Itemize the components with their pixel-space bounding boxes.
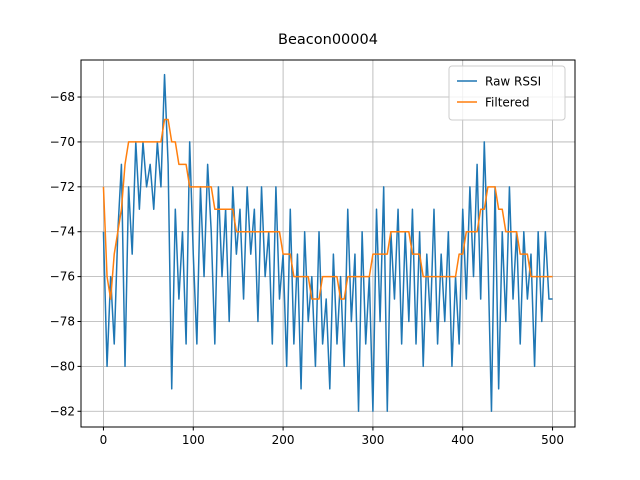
legend: Raw RSSI Filtered (448, 65, 566, 121)
chart-title: Beacon00004 (278, 32, 378, 48)
y-tick-label: −74 (50, 225, 75, 239)
x-tick-label: 0 (100, 433, 108, 447)
series-line (102, 118, 553, 300)
series-line (102, 73, 553, 413)
legend-label: Filtered (485, 96, 529, 110)
x-tick-label: 400 (451, 433, 474, 447)
legend-box (448, 65, 566, 121)
y-tick-label: −72 (50, 180, 75, 194)
x-tick-label: 100 (182, 433, 205, 447)
x-tick-label: 300 (361, 433, 384, 447)
axes-frame (80, 59, 576, 428)
x-tick-label: 200 (272, 433, 295, 447)
y-tick-label: −76 (50, 270, 75, 284)
y-tick-label: −82 (50, 404, 75, 418)
x-tick-label: 500 (541, 433, 564, 447)
legend-label: Raw RSSI (485, 75, 541, 89)
y-tick-label: −68 (50, 90, 75, 104)
y-tick-label: −78 (50, 315, 75, 329)
y-tick-label: −70 (50, 135, 75, 149)
y-tick-label: −80 (50, 359, 75, 373)
plot-area (102, 73, 553, 413)
